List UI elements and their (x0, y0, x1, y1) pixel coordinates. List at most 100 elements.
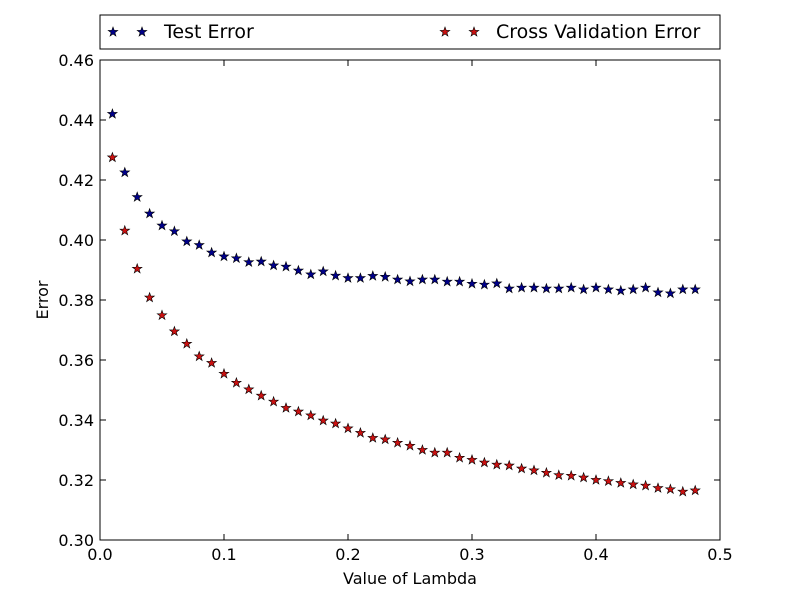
data-point (329, 269, 342, 281)
data-point (664, 483, 677, 495)
data-point (503, 459, 515, 471)
data-point (491, 458, 503, 470)
data-point (342, 272, 354, 283)
data-point (565, 469, 577, 481)
data-point (664, 287, 677, 299)
data-point (193, 239, 205, 250)
data-point (292, 264, 305, 276)
data-point (255, 255, 267, 267)
data-point (429, 446, 441, 458)
x-tick-label: 0.4 (583, 545, 608, 564)
data-point (528, 281, 540, 293)
data-point (602, 475, 615, 486)
data-point (639, 479, 652, 491)
data-point (267, 259, 280, 271)
data-point (379, 270, 391, 282)
data-point (515, 281, 528, 293)
data-point (652, 286, 664, 298)
data-point (404, 275, 416, 287)
data-point (243, 256, 255, 267)
data-point (168, 325, 181, 337)
data-point (565, 281, 577, 293)
data-point (329, 417, 342, 429)
data-point (590, 281, 602, 293)
legend-label-test-error: Test Error (163, 21, 254, 43)
data-point (305, 268, 317, 280)
data-point (193, 350, 205, 362)
data-point (590, 474, 602, 485)
data-point (131, 191, 143, 202)
data-point (677, 485, 689, 497)
y-tick-label: 0.46 (58, 51, 94, 70)
data-point (218, 367, 230, 379)
data-point (143, 207, 156, 219)
data-point (453, 451, 466, 463)
data-point (627, 283, 639, 295)
data-point (478, 278, 491, 290)
legend-label-cross-validation-error: Cross Validation Error (496, 21, 700, 43)
data-point (367, 270, 379, 281)
x-tick-label: 0.0 (87, 545, 112, 564)
data-point (255, 389, 267, 401)
data-point (553, 469, 565, 480)
data-point (230, 376, 243, 388)
data-point (317, 265, 329, 277)
x-tick-label: 0.2 (335, 545, 360, 564)
data-point (602, 283, 615, 295)
legend-star-icon (439, 26, 451, 37)
y-tick-label: 0.40 (58, 231, 94, 250)
data-point (354, 426, 367, 438)
legend: Test Error Cross Validation Error (99, 14, 721, 50)
legend-box (99, 14, 721, 50)
data-point (168, 225, 181, 237)
data-point (342, 422, 354, 434)
data-point (243, 383, 255, 395)
data-point (441, 446, 453, 458)
legend-marker-1 (439, 26, 480, 37)
data-point (553, 282, 565, 294)
data-point (441, 275, 453, 287)
data-point (652, 482, 664, 493)
data-point (416, 444, 429, 455)
data-point (280, 260, 292, 272)
data-point (119, 166, 131, 178)
data-point (540, 466, 553, 478)
data-point (677, 283, 689, 295)
y-tick-label: 0.44 (58, 111, 94, 130)
data-point (181, 337, 193, 349)
series-1 (106, 151, 701, 497)
data-point (577, 283, 590, 295)
x-tick-label: 0.5 (707, 545, 732, 564)
data-point (528, 464, 540, 476)
series-0 (106, 108, 701, 299)
data-point (615, 284, 627, 296)
data-point (218, 250, 230, 262)
y-tick-label: 0.34 (58, 411, 94, 430)
data-point (391, 436, 404, 448)
data-point (391, 273, 404, 285)
data-point (627, 478, 639, 490)
data-point (106, 151, 119, 163)
data-point (292, 405, 305, 417)
data-point (615, 477, 627, 488)
y-tick-label: 0.38 (58, 291, 94, 310)
data-point (466, 453, 478, 465)
data-point (466, 277, 478, 289)
data-point (367, 432, 379, 443)
data-point (429, 273, 441, 285)
x-tick-label: 0.1 (211, 545, 236, 564)
legend-star-icon (107, 26, 119, 37)
data-point (540, 282, 553, 294)
data-point (280, 402, 292, 413)
data-point (689, 283, 701, 295)
data-point (156, 309, 168, 321)
y-tick-label: 0.42 (58, 171, 94, 190)
data-point (181, 235, 193, 247)
legend-star-icon (136, 26, 148, 37)
legend-item-cross-validation-error: Cross Validation Error (439, 21, 700, 43)
data-point (131, 262, 143, 274)
axis-ticks: 0.0 0.1 0.2 0.3 0.4 0.5 0.30 0.32 0.34 0.36 0.38 0.… (58, 51, 732, 564)
data-point (205, 246, 218, 258)
data-point (515, 462, 528, 474)
